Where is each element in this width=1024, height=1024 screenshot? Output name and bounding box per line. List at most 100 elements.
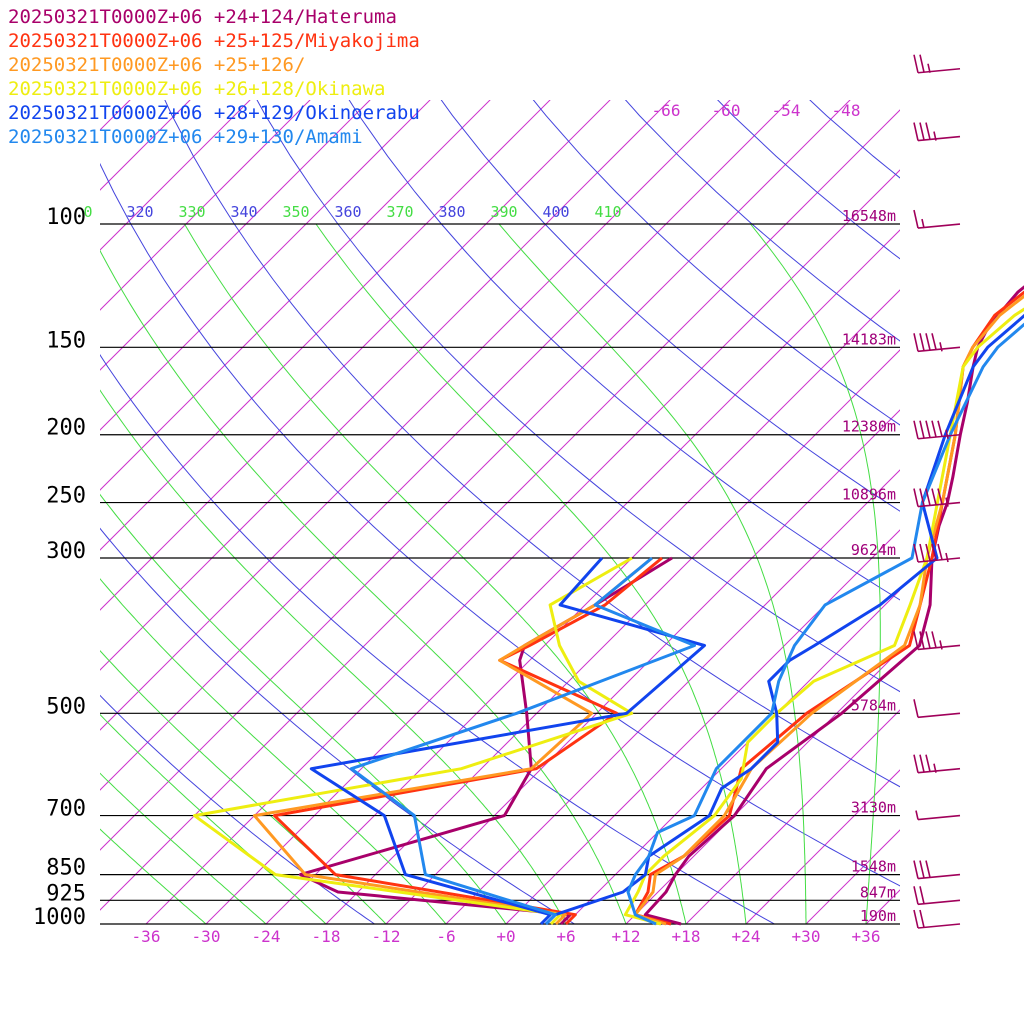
barb-flag bbox=[937, 420, 943, 437]
pressure-label: 100 bbox=[46, 205, 86, 230]
barb-flag bbox=[913, 909, 919, 929]
barb-flag bbox=[919, 333, 925, 351]
isotherm-line bbox=[505, 529, 900, 924]
isotherm-line bbox=[145, 169, 900, 924]
barb-staff bbox=[917, 814, 961, 821]
isotherm-line bbox=[325, 349, 900, 924]
legend-entry-2: 20250321T0000Z+06 +25+125/Miyakojima bbox=[8, 30, 420, 52]
dewpoint-profile-3 bbox=[252, 556, 653, 926]
barb-flag bbox=[925, 754, 931, 772]
temperature-profile-4 bbox=[623, 307, 1024, 926]
wind-barb bbox=[913, 754, 961, 774]
wind-barb bbox=[913, 122, 961, 142]
temperature-tick-label: +6 bbox=[556, 927, 575, 946]
barb-flag bbox=[919, 543, 925, 562]
temperature-tick-label: +12 bbox=[612, 927, 641, 946]
isotherm-line bbox=[100, 100, 371, 371]
temperature-tick-label: -18 bbox=[312, 927, 341, 946]
height-label: 12380m bbox=[842, 418, 896, 436]
temperature-tick-label: +18 bbox=[672, 927, 701, 946]
dry-adiabat-line bbox=[100, 527, 575, 924]
barb-half-flag bbox=[927, 63, 931, 73]
isotherm-line bbox=[100, 100, 131, 131]
isotherm-line bbox=[100, 100, 191, 191]
wind-barb bbox=[913, 488, 961, 508]
barb-flag bbox=[931, 420, 937, 438]
height-label: 847m bbox=[860, 883, 896, 901]
pressure-label: 250 bbox=[46, 484, 86, 509]
barb-flag bbox=[913, 699, 919, 718]
height-label: 3130m bbox=[851, 799, 896, 817]
wind-barbs bbox=[913, 54, 961, 929]
legend-entry-6: 20250321T0000Z+06 +29+130/Amami bbox=[8, 126, 363, 148]
barb-flag bbox=[919, 754, 925, 773]
barb-flag bbox=[925, 631, 931, 649]
temperature-tick-label: +24 bbox=[732, 927, 761, 946]
isotherm-line bbox=[100, 100, 611, 611]
temperature-tick-label: -24 bbox=[252, 927, 281, 946]
barb-flag bbox=[925, 543, 931, 561]
dry-adiabat-line bbox=[256, 100, 900, 693]
dewpoint-profile-2 bbox=[272, 556, 663, 926]
barb-flag bbox=[925, 122, 931, 140]
moist-adiabat-line bbox=[498, 223, 807, 924]
theta-label: 390 bbox=[490, 203, 517, 221]
barb-flag bbox=[913, 886, 919, 905]
barb-flag bbox=[919, 420, 925, 439]
barb-flag bbox=[919, 488, 925, 507]
height-label: 16548m bbox=[842, 207, 896, 225]
isotherm-line bbox=[685, 709, 900, 924]
isotherm-line bbox=[205, 229, 900, 924]
barb-flag bbox=[925, 420, 931, 438]
isotherm-label: -60 bbox=[712, 101, 741, 120]
barb-half-flag bbox=[921, 218, 925, 229]
theta-label: 380 bbox=[438, 203, 465, 221]
isotherm-line bbox=[986, 42, 1024, 924]
barb-half-flag bbox=[933, 763, 937, 773]
dry-adiabat-line bbox=[164, 100, 900, 788]
temperature-tick-label: -30 bbox=[192, 927, 221, 946]
barb-flag bbox=[913, 420, 919, 439]
barb-half-flag bbox=[945, 552, 949, 563]
legend-entry-3: 20250321T0000Z+06 +25+126/ bbox=[8, 54, 305, 76]
barb-flag bbox=[937, 543, 943, 560]
barb-staff bbox=[917, 346, 961, 353]
wind-barb bbox=[915, 810, 961, 821]
isotherm-line bbox=[100, 100, 671, 671]
sounding-profiles bbox=[192, 285, 1024, 926]
legend-entry-4: 20250321T0000Z+06 +26+128/Okinawa bbox=[8, 78, 386, 100]
height-label: 5784m bbox=[851, 696, 896, 714]
theta-labels: 0 320 330 340 350 360 370 380 390 400 410 bbox=[83, 203, 621, 221]
temperature-tick-label: +36 bbox=[852, 927, 881, 946]
isotherm-line bbox=[445, 469, 900, 924]
dry-adiabat-line bbox=[100, 354, 775, 924]
moist-adiabat-line bbox=[100, 772, 267, 924]
barb-staff bbox=[917, 873, 961, 880]
moist-adiabat-line bbox=[100, 249, 627, 924]
barb-half-flag bbox=[939, 640, 943, 650]
isotherm-line bbox=[745, 769, 900, 924]
wind-barb bbox=[913, 886, 961, 906]
pressure-label: 200 bbox=[46, 416, 86, 441]
temperature-profile-6 bbox=[626, 322, 1024, 926]
temperature-tick-label: -36 bbox=[132, 927, 161, 946]
dry-adiabat-grid bbox=[100, 100, 900, 924]
barb-flag bbox=[913, 488, 919, 507]
wind-barb bbox=[913, 699, 961, 719]
temperature-profile-5 bbox=[544, 313, 1024, 926]
barb-staff bbox=[917, 433, 961, 440]
barb-flag bbox=[925, 860, 931, 878]
wind-barb bbox=[913, 54, 961, 74]
theta-label: 320 bbox=[126, 203, 153, 221]
isotherm-line bbox=[100, 100, 491, 491]
barb-staff bbox=[917, 135, 961, 142]
barb-staff bbox=[917, 67, 961, 74]
theta-label: 400 bbox=[542, 203, 569, 221]
theta-label: 340 bbox=[230, 203, 257, 221]
theta-label: 360 bbox=[334, 203, 361, 221]
barb-flag bbox=[931, 488, 937, 505]
barb-staff bbox=[917, 899, 961, 906]
dry-adiabat-line bbox=[624, 100, 900, 342]
